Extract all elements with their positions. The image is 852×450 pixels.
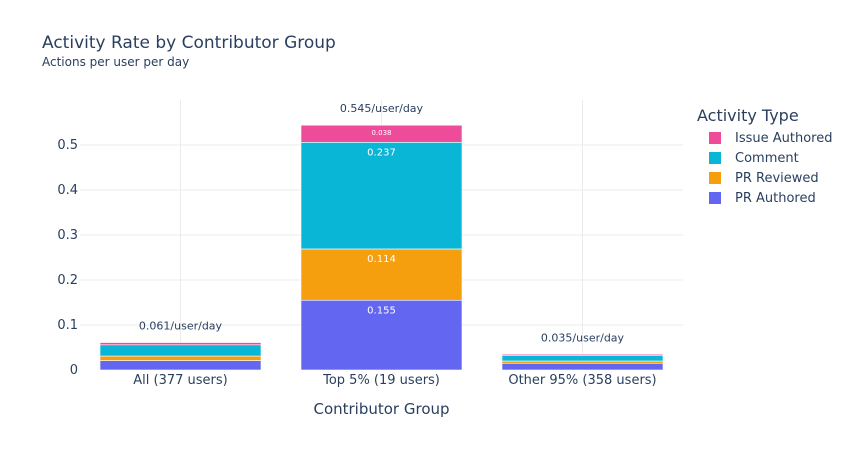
- y-tick-label: 0.2: [57, 273, 78, 288]
- bar-segment: [99, 344, 262, 357]
- bar-segment: [501, 362, 664, 371]
- y-tick-label: 0.4: [57, 183, 78, 198]
- y-tick-label: 0: [70, 363, 78, 378]
- legend-item-pr-authored[interactable]: PR Authored: [709, 188, 832, 208]
- chart-subtitle: Actions per user per day: [42, 55, 190, 69]
- legend-item-pr-reviewed[interactable]: PR Reviewed: [709, 168, 832, 188]
- bar-segment: [501, 353, 664, 356]
- x-tick-label: Other 95% (358 users): [508, 373, 656, 388]
- legend-swatch-pr-authored: [709, 192, 721, 204]
- bar-segment: [300, 142, 463, 250]
- legend-swatch-comment: [709, 152, 721, 164]
- legend-title: Activity Type: [697, 106, 799, 125]
- segment-value-label: 0.237: [367, 147, 396, 158]
- total-label: 0.035/user/day: [541, 331, 625, 344]
- legend-label: Comment: [735, 150, 799, 166]
- segment-value-label: 0.114: [367, 254, 396, 265]
- legend: Issue Authored Comment PR Reviewed PR Au…: [709, 128, 832, 208]
- segment-value-label: 0.155: [367, 305, 396, 316]
- bar-segment: [99, 342, 262, 346]
- legend-label: Issue Authored: [735, 130, 833, 146]
- bar-segment: [300, 299, 463, 371]
- bars: [99, 124, 664, 371]
- chart-title: Activity Rate by Contributor Group: [42, 33, 336, 53]
- y-tick-label: 0.1: [57, 318, 78, 333]
- axes: 0 0.1 0.2 0.3 0.4 0.5 All (377 users) Top 5% (1…: [57, 138, 656, 388]
- legend-item-comment[interactable]: Comment: [709, 148, 832, 168]
- bar-segment: [501, 360, 664, 364]
- total-label: 0.545/user/day: [340, 102, 424, 115]
- bar-segment: [99, 355, 262, 361]
- data-labels: 0.061/user/day 0.155 0.114 0.237 0.038 0.545/…: [139, 102, 625, 345]
- bar-segment: [501, 355, 664, 362]
- bar-segment: [300, 124, 463, 143]
- legend-swatch-pr-reviewed: [709, 172, 721, 184]
- y-tick-label: 0.5: [57, 138, 78, 153]
- total-label: 0.061/user/day: [139, 320, 223, 333]
- y-tick-label: 0.3: [57, 228, 78, 243]
- bar-segment: [99, 360, 262, 371]
- x-axis-title: Contributor Group: [313, 400, 450, 418]
- legend-label: PR Authored: [735, 190, 816, 206]
- x-tick-label: All (377 users): [133, 373, 227, 388]
- legend-item-issue-authored[interactable]: Issue Authored: [709, 128, 832, 148]
- legend-label: PR Reviewed: [735, 170, 819, 186]
- segment-value-label: 0.038: [371, 129, 391, 137]
- x-tick-label: Top 5% (19 users): [322, 373, 440, 388]
- legend-swatch-issue-authored: [709, 132, 721, 144]
